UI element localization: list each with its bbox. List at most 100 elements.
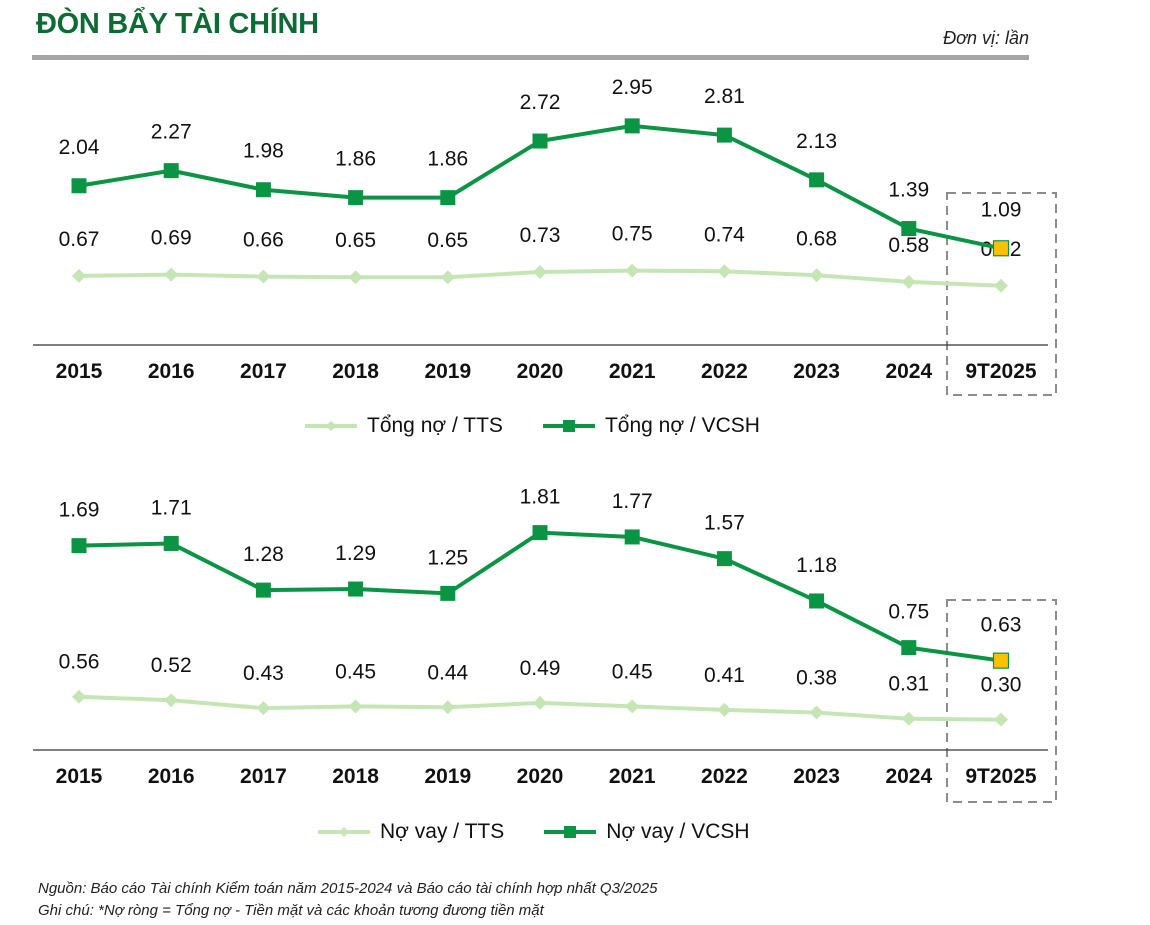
data-label-dark: 2.95 [612, 76, 653, 99]
data-label-dark: 1.98 [243, 140, 284, 163]
marker-dark [901, 221, 917, 237]
marker-dark [532, 133, 548, 149]
data-label-light: 0.67 [59, 228, 100, 251]
chart-total-debt: 2015 2016 2017 2018 2019 2020 2021 2022 2023 2024… [33, 76, 1057, 396]
footnote: Ghi chú: *Nợ ròng = Tổng nợ - Tiền mặt v… [38, 902, 544, 919]
chart-borrowings: 2015 2016 2017 2018 2019 2020 2021 2022 2023 2024… [33, 486, 1057, 803]
x-tick-label: 2024 [885, 765, 932, 788]
marker-light [348, 270, 363, 285]
marker-light [164, 267, 179, 282]
marker-light [440, 270, 455, 285]
data-label-dark: 2.13 [796, 130, 837, 153]
x-tick-label: 2022 [701, 765, 748, 788]
marker-light [901, 711, 916, 726]
data-label-dark: 1.18 [796, 554, 837, 577]
data-label-light: 0.43 [243, 662, 284, 685]
marker-light [809, 268, 824, 283]
series-line-dark [78, 530, 1002, 663]
x-tick-label: 2017 [240, 765, 287, 788]
data-label-light: 0.69 [151, 227, 192, 250]
marker-light [994, 712, 1008, 727]
marker-light [625, 263, 640, 278]
data-label-dark: 1.81 [520, 486, 561, 509]
data-label-dark: 1.69 [59, 499, 100, 522]
data-label-dark: 1.71 [151, 496, 192, 519]
legend-item-light: Nợ vay / TTS [318, 820, 504, 844]
data-label-light: 0.65 [427, 229, 468, 252]
marker-dark [71, 538, 87, 554]
square-line-icon [542, 420, 595, 432]
data-label-light: 0.31 [888, 673, 929, 696]
data-label-dark: 2.04 [59, 136, 100, 159]
data-label-dark: 0.63 [981, 614, 1022, 637]
data-label-light: 0.45 [612, 660, 653, 683]
data-label-light: 0.65 [335, 229, 376, 252]
marker-dark-highlight [992, 240, 1010, 257]
legend-item-dark: Nợ vay / VCSH [544, 820, 750, 844]
highlight-box [946, 192, 1057, 396]
marker-dark-highlight [992, 652, 1010, 669]
marker-light [533, 695, 547, 710]
data-label-light: 0.56 [59, 651, 100, 674]
legend-label: Nợ vay / VCSH [606, 820, 750, 843]
data-label-dark: 1.86 [335, 148, 376, 171]
x-tick-label: 2020 [517, 765, 564, 788]
legend-label: Tổng nợ / VCSH [604, 414, 760, 437]
marker-light [901, 274, 916, 289]
x-tick-label: 2015 [56, 765, 103, 788]
marker-dark [71, 178, 87, 194]
unit-label: Đơn vị: lần [943, 28, 1029, 48]
data-label-light: 0.68 [796, 227, 837, 250]
page-title: ĐÒN BẨY TÀI CHÍNH [36, 8, 319, 40]
highlight-box [946, 599, 1057, 803]
marker-dark [163, 535, 179, 551]
marker-light [809, 705, 824, 720]
data-label-light: 0.49 [520, 657, 561, 680]
legend-item-dark: Tổng nợ / VCSH [542, 414, 760, 438]
data-label-dark: 1.28 [243, 543, 284, 566]
marker-light [72, 268, 86, 283]
x-tick-label: 9T2025 [965, 360, 1037, 383]
x-tick-label: 2021 [609, 765, 656, 788]
data-label-dark: 1.57 [704, 512, 745, 535]
marker-dark [809, 593, 825, 609]
x-tick-label: 2019 [424, 360, 471, 383]
marker-light [717, 702, 732, 717]
data-label-dark: 2.81 [704, 85, 745, 108]
data-label-light: 0.75 [612, 223, 653, 246]
marker-dark [348, 190, 364, 206]
marker-dark [348, 581, 364, 597]
marker-light [717, 264, 732, 279]
marker-light [348, 699, 363, 714]
x-tick-label: 2016 [148, 765, 195, 788]
data-label-light: 0.52 [151, 654, 192, 677]
x-tick-label: 2017 [240, 360, 287, 383]
data-label-dark: 1.29 [335, 542, 376, 565]
data-label-light: 0.30 [981, 674, 1022, 697]
legend-item-light: Tổng nợ / TTS [305, 414, 503, 438]
marker-light [440, 700, 455, 715]
marker-dark [255, 182, 271, 198]
marker-light [164, 693, 179, 708]
data-label-light: 0.45 [335, 660, 376, 683]
data-label-light: 0.66 [243, 229, 284, 252]
diamond-line-icon [318, 827, 370, 837]
marker-light [533, 264, 547, 279]
data-label-dark: 1.09 [981, 198, 1022, 221]
data-label-light: 0.41 [704, 664, 745, 687]
data-label-light: 0.38 [796, 667, 837, 690]
marker-dark [716, 127, 732, 143]
data-label-dark: 1.39 [888, 179, 929, 202]
marker-light [994, 278, 1008, 293]
x-tick-label: 2018 [332, 765, 379, 788]
x-tick-label: 2024 [885, 360, 932, 383]
marker-light [72, 689, 86, 704]
marker-dark [624, 118, 640, 134]
x-tick-label: 2016 [148, 360, 195, 383]
marker-dark [440, 190, 456, 206]
x-tick-label: 2019 [424, 765, 471, 788]
data-label-dark: 2.27 [151, 121, 192, 144]
data-label-light: 0.73 [520, 224, 561, 247]
title-divider [32, 55, 1029, 60]
diamond-line-icon [305, 421, 357, 431]
